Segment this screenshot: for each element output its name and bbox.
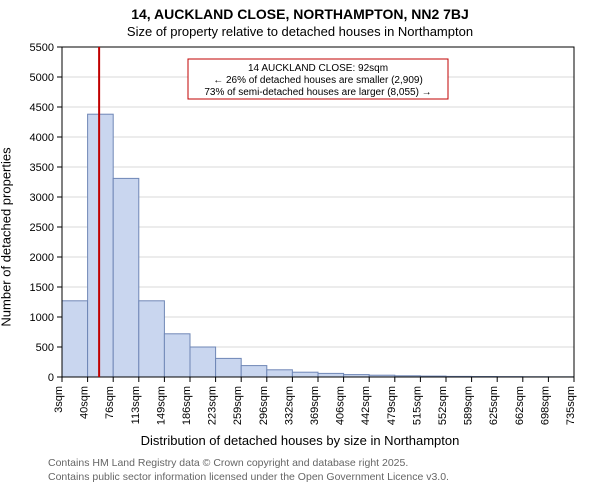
- x-tick-label: 735sqm: [565, 386, 577, 425]
- histogram-bar: [62, 301, 88, 377]
- x-axis-label: Distribution of detached houses by size …: [0, 433, 600, 448]
- x-tick-label: 662sqm: [514, 386, 526, 425]
- svg-text:4500: 4500: [30, 102, 54, 114]
- histogram-bar: [318, 373, 344, 377]
- x-tick-label: 589sqm: [463, 386, 475, 425]
- histogram-bar: [216, 358, 242, 377]
- x-tick-label: 515sqm: [411, 386, 423, 425]
- callout-line-2: ← 26% of detached houses are smaller (2,…: [213, 75, 423, 86]
- x-tick-label: 552sqm: [437, 386, 449, 425]
- svg-text:500: 500: [36, 342, 54, 354]
- histogram-bar: [292, 372, 318, 377]
- x-tick-label: 698sqm: [539, 386, 551, 425]
- title-sub: Size of property relative to detached ho…: [0, 24, 600, 39]
- x-tick-label: 259sqm: [232, 386, 244, 425]
- y-axis-label: Number of detached properties: [0, 147, 14, 326]
- svg-text:5000: 5000: [30, 72, 54, 84]
- histogram-bar: [164, 334, 190, 377]
- x-tick-label: 406sqm: [335, 386, 347, 425]
- histogram-bar: [190, 347, 216, 377]
- x-tick-label: 296sqm: [258, 386, 270, 425]
- histogram-bar: [267, 370, 293, 377]
- svg-text:4000: 4000: [30, 132, 54, 144]
- svg-text:2000: 2000: [30, 252, 54, 264]
- x-tick-label: 149sqm: [155, 386, 167, 425]
- x-tick-label: 113sqm: [130, 386, 142, 424]
- svg-text:5500: 5500: [30, 43, 54, 54]
- svg-text:1000: 1000: [30, 312, 54, 324]
- chart-titles: 14, AUCKLAND CLOSE, NORTHAMPTON, NN2 7BJ…: [0, 6, 600, 39]
- x-tick-label: 186sqm: [181, 386, 193, 425]
- attribution-line-1: Contains HM Land Registry data © Crown c…: [48, 456, 600, 470]
- x-tick-label: 76sqm: [104, 386, 116, 419]
- x-tick-label: 332sqm: [283, 386, 295, 425]
- histogram-chart: 0 500 1000 1500 2000 2500 3000 3500 4000 4500 5000…: [0, 43, 600, 431]
- svg-text:3500: 3500: [30, 162, 54, 174]
- callout-line-1: 14 AUCKLAND CLOSE: 92sqm: [248, 63, 388, 74]
- attribution-line-2: Contains public sector information licen…: [48, 470, 600, 484]
- x-tick-label: 479sqm: [386, 386, 398, 425]
- x-tick-label: 3sqm: [53, 386, 65, 413]
- x-tick-label: 442sqm: [360, 386, 372, 425]
- svg-text:0: 0: [48, 372, 54, 384]
- histogram-bar: [139, 301, 165, 377]
- histogram-bar: [241, 366, 267, 377]
- svg-text:1500: 1500: [30, 282, 54, 294]
- histogram-bar: [113, 178, 139, 377]
- histogram-bar: [88, 114, 114, 377]
- x-tick-label: 223sqm: [207, 386, 219, 425]
- x-tick-label: 625sqm: [488, 386, 500, 425]
- callout-line-3: 73% of semi-detached houses are larger (…: [204, 87, 431, 98]
- x-tick-label: 369sqm: [309, 386, 321, 425]
- svg-text:3000: 3000: [30, 192, 54, 204]
- x-tick-label: 40sqm: [79, 386, 91, 419]
- attribution: Contains HM Land Registry data © Crown c…: [48, 456, 600, 484]
- chart-wrap: Number of detached properties 0 500 1000 15…: [0, 43, 600, 431]
- svg-text:2500: 2500: [30, 222, 54, 234]
- title-main: 14, AUCKLAND CLOSE, NORTHAMPTON, NN2 7BJ: [0, 6, 600, 22]
